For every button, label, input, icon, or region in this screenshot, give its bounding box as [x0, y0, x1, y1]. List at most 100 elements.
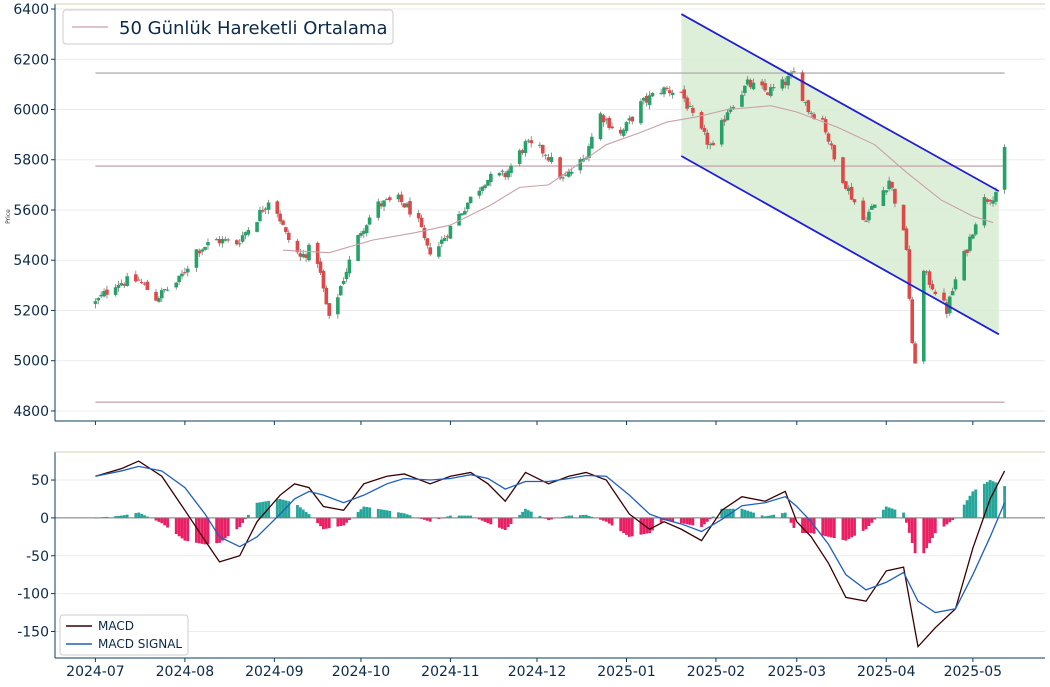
candle-body	[520, 150, 525, 154]
macd-histogram-bar	[180, 517, 184, 539]
macd-histogram-bar	[792, 517, 796, 528]
macd-histogram-bar	[399, 512, 403, 518]
x-tick-label: 2025-01	[597, 664, 656, 680]
macd-y-tick-label: 0	[40, 511, 49, 527]
candle-body	[604, 119, 609, 121]
candle-body	[275, 201, 280, 214]
candle-body	[841, 157, 845, 184]
candle-body	[610, 126, 614, 129]
macd-histogram-bar	[627, 517, 631, 537]
candle-body	[731, 106, 736, 109]
candle-body	[315, 242, 320, 264]
macd-histogram-bar	[264, 501, 268, 518]
macd-histogram-bar	[336, 517, 340, 527]
candle-body	[301, 253, 306, 258]
macd-histogram-bar	[691, 517, 695, 526]
price-y-axis-label: Price	[5, 209, 12, 224]
x-tick-label: 2024-07	[66, 664, 125, 680]
candle-body	[341, 280, 346, 285]
x-tick-label: 2025-04	[857, 664, 916, 680]
macd-histogram-bar	[789, 517, 793, 523]
candle-body	[105, 289, 109, 295]
macd-histogram-bar	[437, 517, 441, 520]
candle-body	[971, 234, 975, 239]
macd-histogram-bar	[348, 517, 351, 521]
candle-body	[722, 119, 727, 122]
macd-histogram-bar	[599, 517, 602, 520]
macd-histogram-bar	[145, 516, 149, 518]
candle-body	[263, 208, 268, 210]
candle-body	[278, 213, 282, 222]
macd-histogram-bar	[261, 501, 265, 518]
macd-histogram-bar	[743, 509, 747, 518]
macd-histogram-bar	[397, 512, 400, 518]
macd-histogram-bar	[547, 517, 550, 521]
macd-histogram-bar	[806, 517, 810, 534]
candle-body	[927, 271, 932, 285]
macd-histogram-bar	[526, 510, 530, 518]
candle-body	[789, 72, 793, 75]
macd-histogram-bar	[503, 517, 507, 531]
candle-body	[162, 289, 167, 291]
candle-body	[157, 298, 161, 302]
candle-body	[786, 76, 790, 86]
macd-histogram-bar	[223, 517, 227, 539]
macd-histogram-bar	[682, 517, 686, 524]
candle-body	[540, 144, 545, 154]
macd-histogram-bar	[466, 515, 470, 518]
macd-histogram-bar	[500, 517, 504, 529]
macd-histogram-bar	[622, 517, 626, 534]
candle-body	[483, 185, 487, 188]
candle-body	[142, 283, 147, 285]
macd-histogram-bar	[630, 517, 634, 537]
macd-histogram-bar	[705, 517, 709, 522]
macd-histogram-bar	[506, 517, 510, 527]
candle-body	[630, 116, 635, 122]
candle-body	[665, 87, 669, 90]
x-tick-label: 2025-05	[944, 664, 1003, 680]
macd-histogram-bar	[195, 517, 198, 543]
macd-histogram-bar	[645, 517, 649, 534]
macd-histogram-bar	[884, 506, 888, 518]
macd-histogram-bar	[922, 517, 926, 554]
macd-histogram-bar	[174, 517, 178, 535]
macd-histogram-bar	[982, 483, 986, 518]
candle-body	[509, 165, 513, 173]
macd-histogram-bar	[258, 502, 262, 518]
candle-body	[893, 188, 897, 204]
macd-histogram-bar	[659, 517, 663, 523]
candle-body	[578, 159, 583, 171]
candle-body	[503, 172, 508, 178]
candle-body	[220, 238, 225, 244]
price-y-tick-label: 6200	[13, 52, 49, 68]
candle-body	[477, 190, 482, 196]
macd-histogram-bar	[408, 515, 412, 518]
candle-body	[139, 281, 144, 283]
macd-y-tick-label: -150	[17, 624, 49, 640]
candle-body	[183, 272, 187, 274]
candle-body	[159, 290, 164, 299]
macd-histogram-bar	[928, 517, 931, 544]
candle-body	[743, 85, 747, 94]
macd-histogram-bar	[601, 517, 605, 521]
candle-body	[223, 239, 228, 241]
candle-body	[359, 232, 363, 236]
macd-histogram-bar	[154, 517, 158, 521]
candle-body	[867, 211, 871, 221]
macd-histogram-bar	[766, 515, 770, 518]
macd-histogram-bar	[446, 516, 449, 518]
candle-body	[829, 143, 834, 146]
macd-histogram-bar	[847, 517, 851, 539]
candle-body	[318, 261, 323, 273]
candle-body	[682, 89, 687, 99]
candle-body	[338, 286, 343, 296]
candle-body	[688, 105, 692, 107]
candle-body	[185, 268, 190, 273]
trend-channel-fill	[681, 14, 999, 335]
candle-body	[988, 199, 992, 202]
candle-body	[206, 242, 210, 246]
candle-body	[517, 150, 522, 164]
candle-body	[399, 194, 404, 203]
candle-body	[102, 290, 106, 297]
